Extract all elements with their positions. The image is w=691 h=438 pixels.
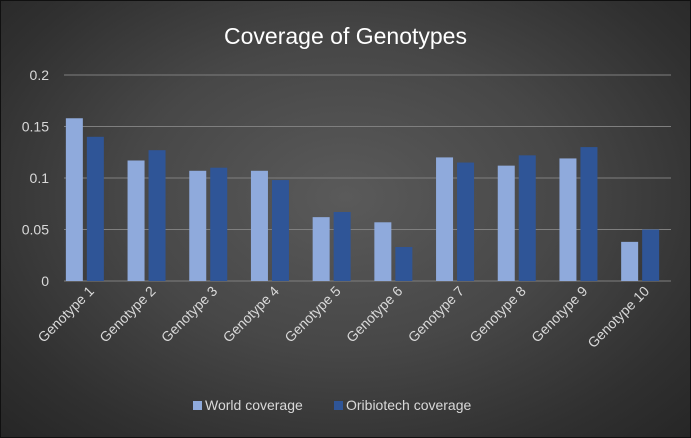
bar-world-4 — [251, 171, 268, 281]
bar-oribiotech-6 — [395, 247, 412, 281]
legend-label-oribiotech: Oribiotech coverage — [346, 397, 472, 413]
bar-world-8 — [498, 166, 515, 281]
x-tick-label: Genotype 5 — [281, 283, 344, 346]
bar-oribiotech-9 — [580, 147, 597, 281]
y-tick-label: 0.15 — [22, 119, 49, 135]
bar-oribiotech-7 — [457, 163, 474, 281]
bar-oribiotech-3 — [210, 168, 227, 281]
bars — [66, 118, 659, 281]
bar-oribiotech-2 — [149, 150, 166, 281]
y-tick-label: 0.2 — [30, 67, 50, 83]
bar-world-10 — [621, 242, 638, 281]
bar-oribiotech-1 — [87, 137, 104, 281]
x-tick-label: Genotype 3 — [158, 283, 221, 346]
x-tick-label: Genotype 8 — [466, 283, 529, 346]
bar-world-5 — [313, 217, 330, 281]
legend-label-world: World coverage — [205, 397, 303, 413]
bar-oribiotech-8 — [519, 155, 536, 281]
y-tick-label: 0.05 — [22, 222, 49, 238]
y-tick-label: 0 — [41, 273, 49, 289]
bar-oribiotech-10 — [642, 230, 659, 282]
legend-swatch-world — [193, 401, 202, 410]
legend: World coverage Oribiotech coverage — [193, 397, 472, 413]
y-tick-label: 0.1 — [30, 170, 50, 186]
x-tick-label: Genotype 9 — [528, 283, 591, 346]
x-tick-label: Genotype 6 — [343, 283, 406, 346]
bar-world-1 — [66, 118, 83, 281]
x-tick-label: Genotype 2 — [96, 283, 159, 346]
x-axis-ticks: Genotype 1 Genotype 2 Genotype 3 Genotype 4… — [34, 283, 652, 351]
x-tick-label: Genotype 4 — [220, 283, 283, 346]
bar-world-6 — [374, 222, 391, 281]
bar-oribiotech-4 — [272, 180, 289, 281]
bar-world-9 — [559, 158, 576, 281]
x-tick-label: Genotype 1 — [34, 283, 97, 346]
y-axis-ticks: 0 0.05 0.1 0.15 0.2 — [22, 67, 49, 289]
bar-world-2 — [128, 160, 145, 281]
bar-oribiotech-5 — [334, 212, 351, 281]
bar-world-7 — [436, 157, 453, 281]
legend-swatch-oribiotech — [334, 401, 343, 410]
x-tick-label: Genotype 10 — [584, 283, 652, 351]
bar-world-3 — [189, 171, 206, 281]
x-tick-label: Genotype 7 — [405, 283, 468, 346]
